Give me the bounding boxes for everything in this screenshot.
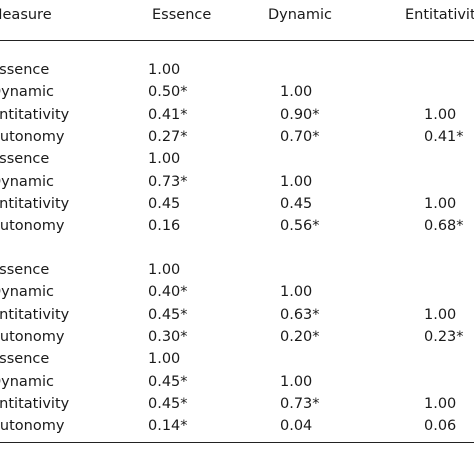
entitativity-cell: 1.00	[424, 106, 457, 123]
dynamic-cell: 0.73*	[280, 395, 320, 412]
row-label: Entitativity	[0, 306, 70, 323]
entitativity-cell: 0.23*	[424, 328, 464, 345]
essence-cell: 1.00	[148, 151, 181, 168]
row-label: Essence	[0, 351, 50, 368]
row-label: Autonomy	[0, 328, 65, 345]
header-rule	[0, 40, 474, 41]
dynamic-cell: 0.90*	[280, 106, 320, 123]
essence-cell: 1.00	[148, 62, 181, 78]
essence-cell: 0.73*	[148, 173, 188, 190]
row-label: Dynamic	[0, 173, 54, 190]
dynamic-cell: 0.56*	[280, 218, 320, 235]
row-label: Essence	[0, 262, 50, 278]
row-label: Entitativity	[0, 195, 70, 212]
dynamic-cell: 0.04	[280, 418, 313, 435]
entitativity-cell: 1.00	[424, 195, 457, 212]
essence-cell: 0.16	[148, 218, 181, 235]
essence-cell: 0.50*	[148, 84, 188, 101]
dynamic-cell: 1.00	[280, 284, 313, 301]
essence-cell: 0.41*	[148, 106, 188, 123]
bottom-rule	[0, 442, 474, 443]
column-header: Dynamic	[268, 7, 332, 23]
dynamic-cell: 1.00	[280, 373, 313, 390]
essence-cell: 1.00	[148, 351, 181, 368]
row-label: Autonomy	[0, 218, 65, 235]
row-label: Essence	[0, 151, 50, 168]
dynamic-cell: 0.45	[280, 195, 313, 212]
entitativity-cell: 0.41*	[424, 128, 464, 145]
row-label: Autonomy	[0, 418, 65, 435]
dynamic-cell: 0.20*	[280, 328, 320, 345]
essence-cell: 1.00	[148, 262, 181, 278]
entitativity-cell: 0.68*	[424, 218, 464, 235]
essence-cell: 0.45*	[148, 306, 188, 323]
dynamic-cell: 1.00	[280, 84, 313, 101]
row-label: Entitativity	[0, 395, 70, 412]
row-label: Dynamic	[0, 373, 54, 390]
dynamic-cell: 1.00	[280, 173, 313, 190]
row-label: Dynamic	[0, 284, 54, 301]
row-label: Essence	[0, 62, 50, 78]
column-header: Entitativity	[405, 7, 474, 23]
entitativity-cell: 0.06	[424, 418, 457, 435]
essence-cell: 0.45*	[148, 373, 188, 390]
essence-cell: 0.30*	[148, 328, 188, 345]
essence-cell: 0.45*	[148, 395, 188, 412]
row-label: Autonomy	[0, 128, 65, 145]
essence-cell: 0.45	[148, 195, 181, 212]
dynamic-cell: 0.63*	[280, 306, 320, 323]
dynamic-cell: 0.70*	[280, 128, 320, 145]
entitativity-cell: 1.00	[424, 395, 457, 412]
essence-cell: 0.14*	[148, 418, 188, 435]
essence-cell: 0.40*	[148, 284, 188, 301]
essence-cell: 0.27*	[148, 128, 188, 145]
row-label: Entitativity	[0, 106, 70, 123]
row-label: Dynamic	[0, 84, 54, 101]
column-header: Measure	[0, 7, 52, 23]
entitativity-cell: 1.00	[424, 306, 457, 323]
column-header: Essence	[152, 7, 212, 23]
